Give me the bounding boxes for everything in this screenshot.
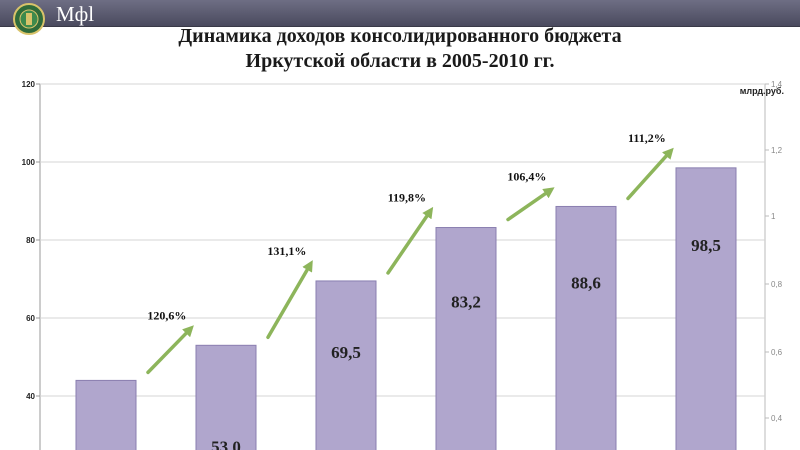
secondary-y-tick-label: 0,8	[771, 280, 783, 289]
growth-label: 131,1%	[267, 244, 306, 258]
org-mark: Мфl	[56, 2, 95, 26]
bar	[675, 167, 737, 450]
bar	[435, 227, 497, 450]
chart-title: Динамика доходов консолидированного бюдж…	[100, 24, 700, 74]
growth-label: 106,4%	[507, 169, 546, 183]
y-tick-label: 100	[22, 158, 36, 167]
growth-arrow	[146, 325, 194, 375]
chart-title-line-2: Иркутской области в 2005-2010 гг.	[245, 50, 555, 72]
bar-value-label: 53,0	[211, 437, 241, 450]
chart-title-line-1: Динамика доходов консолидированного бюдж…	[178, 25, 622, 47]
bar-value-label: 83,2	[451, 293, 481, 312]
secondary-y-tick-label: 0,4	[771, 414, 783, 423]
growth-label: 111,2%	[628, 131, 666, 145]
secondary-y-tick-label: 0,6	[771, 348, 783, 357]
growth-label: 119,8%	[388, 191, 426, 205]
bar	[555, 205, 617, 450]
growth-arrow	[626, 147, 674, 201]
growth-arrow	[266, 260, 313, 340]
secondary-y-tick-label: 1	[771, 212, 776, 221]
growth-label: 120,6%	[147, 308, 186, 322]
bar	[315, 280, 377, 450]
growth-arrow	[386, 206, 434, 275]
secondary-y-tick-label: 1,2	[771, 146, 783, 155]
bar-value-label: 69,5	[331, 343, 361, 362]
header-bar	[0, 0, 800, 27]
bar-value-label: 88,6	[571, 273, 601, 292]
y-tick-label: 60	[26, 314, 35, 323]
bar	[75, 379, 137, 450]
emblem-logo	[13, 3, 45, 35]
y-tick-label: 80	[26, 236, 35, 245]
secondary-y-tick-label: 1,4	[771, 80, 783, 89]
growth-arrow	[506, 187, 555, 222]
y-tick-label: 120	[22, 80, 36, 89]
unit-label: млрд.руб.	[740, 86, 784, 96]
bar	[195, 344, 257, 450]
y-tick-label: 40	[26, 392, 35, 401]
bar-value-label: 98,5	[691, 236, 721, 255]
